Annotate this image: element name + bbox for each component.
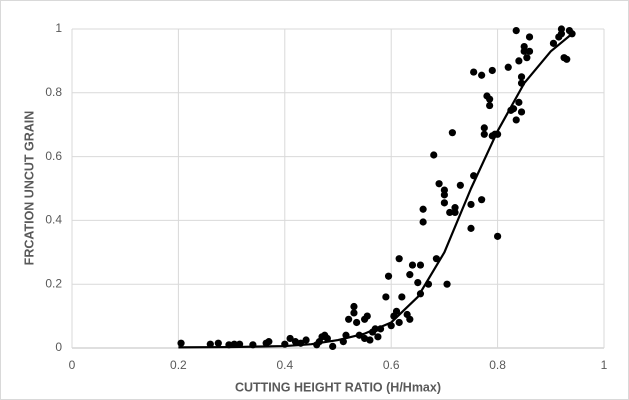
- data-point: [520, 42, 528, 51]
- data-point: [406, 315, 414, 323]
- data-point: [486, 101, 494, 110]
- fit-line: [178, 32, 573, 349]
- x-tick-label: 0.8: [489, 358, 506, 372]
- y-tick-label: 0.2: [45, 276, 62, 290]
- data-point: [467, 200, 475, 209]
- data-point: [435, 180, 443, 188]
- data-point: [345, 315, 353, 323]
- data-point: [480, 130, 488, 138]
- data-point: [448, 129, 456, 137]
- data-point: [525, 33, 534, 41]
- data-point: [286, 334, 294, 343]
- data-point: [515, 98, 523, 106]
- data-point: [440, 191, 448, 199]
- x-tick-label: 0.6: [383, 358, 400, 372]
- data-point: [416, 261, 425, 269]
- data-point: [525, 47, 534, 55]
- data-point: [517, 108, 526, 116]
- data-point: [382, 293, 390, 301]
- data-point: [440, 199, 448, 207]
- y-axis-title: FRCATION UNCUT GRAIN: [22, 111, 36, 266]
- data-point: [470, 68, 478, 76]
- data-point: [366, 336, 374, 344]
- data-point: [414, 279, 422, 287]
- data-point: [408, 261, 417, 269]
- data-point: [395, 255, 403, 263]
- x-tick-label: 0: [69, 358, 76, 372]
- data-point: [478, 196, 486, 204]
- data-point: [302, 336, 310, 344]
- data-point: [392, 307, 401, 315]
- data-point: [329, 342, 337, 351]
- data-point: [488, 66, 496, 75]
- data-point: [374, 333, 382, 341]
- data-point: [323, 334, 331, 343]
- data-point: [214, 339, 222, 347]
- data-point: [443, 280, 451, 288]
- x-tick-label: 0.2: [170, 358, 187, 372]
- plot-area: [177, 25, 576, 351]
- data-point: [512, 116, 520, 124]
- data-point: [456, 181, 464, 189]
- y-tick-label: 1: [55, 21, 62, 35]
- data-point: [419, 218, 427, 226]
- x-axis-title: CUTTING HEIGHT RATIO (H/Hmax): [235, 380, 441, 394]
- data-point: [430, 151, 438, 159]
- data-point: [523, 54, 531, 62]
- data-point: [206, 340, 214, 348]
- data-point: [549, 39, 558, 47]
- data-point: [478, 71, 486, 79]
- data-point: [494, 232, 502, 240]
- data-point: [419, 205, 427, 213]
- data-point: [446, 208, 454, 217]
- y-tick-label: 0: [55, 340, 62, 354]
- data-point: [467, 224, 475, 232]
- data-point: [363, 312, 371, 320]
- data-point: [563, 55, 571, 63]
- y-tick-label: 0.6: [45, 149, 62, 163]
- data-point: [406, 271, 414, 279]
- data-point: [350, 309, 358, 317]
- data-point: [517, 73, 526, 81]
- data-point: [504, 63, 512, 71]
- grid: [71, 28, 605, 349]
- y-tick-label: 0.8: [45, 85, 62, 99]
- data-point: [512, 26, 520, 35]
- data-point: [353, 318, 361, 327]
- data-point: [486, 95, 494, 103]
- data-point: [177, 339, 185, 347]
- data-point: [432, 255, 441, 263]
- y-tick-label: 0.4: [45, 213, 62, 227]
- data-point: [557, 30, 566, 38]
- x-tick-label: 1: [601, 358, 608, 372]
- data-point: [350, 302, 358, 311]
- data-point: [384, 272, 393, 280]
- data-point: [515, 57, 523, 65]
- data-point: [480, 124, 488, 132]
- data-point: [451, 208, 459, 217]
- data-point: [265, 338, 273, 346]
- x-tick-label: 0.4: [276, 358, 293, 372]
- data-point: [395, 318, 403, 327]
- data-point: [398, 293, 406, 301]
